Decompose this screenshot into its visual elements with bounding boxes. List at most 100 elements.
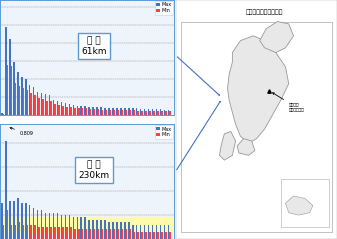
Bar [98, 229, 99, 239]
Bar [21, 203, 23, 239]
Text: 線枚内は、通常の範囲: 線枚内は、通常の範囲 [246, 10, 283, 15]
Bar [116, 108, 118, 115]
Bar [165, 111, 167, 115]
Bar [13, 62, 14, 115]
Bar [0, 217, 174, 232]
Bar [129, 229, 131, 239]
Bar [74, 108, 75, 115]
Bar [160, 109, 161, 115]
Bar [70, 227, 71, 239]
Bar [142, 111, 143, 115]
Bar [156, 225, 157, 239]
Bar [114, 229, 115, 239]
Bar [102, 109, 103, 115]
Bar [140, 109, 142, 115]
Bar [74, 229, 75, 239]
Bar [3, 114, 4, 115]
Bar [81, 106, 82, 115]
Bar [114, 110, 115, 115]
Bar [72, 217, 74, 239]
Polygon shape [219, 131, 236, 160]
Bar [27, 90, 28, 115]
Bar [144, 225, 145, 239]
Bar [104, 108, 106, 115]
Bar [7, 65, 8, 115]
Bar [86, 229, 88, 239]
Bar [96, 220, 98, 239]
Bar [58, 227, 60, 239]
Bar [137, 111, 139, 115]
Bar [102, 229, 103, 239]
Bar [72, 105, 74, 115]
Bar [90, 109, 91, 115]
Bar [106, 109, 107, 115]
Text: 0.809: 0.809 [10, 127, 34, 136]
Bar [21, 77, 23, 115]
Bar [133, 232, 135, 239]
Text: 東 京
230km: 東 京 230km [79, 160, 110, 180]
Bar [78, 229, 80, 239]
Bar [142, 232, 143, 239]
Bar [108, 108, 110, 115]
Bar [98, 109, 99, 115]
Bar [11, 66, 12, 115]
Bar [41, 93, 42, 115]
Bar [37, 210, 38, 239]
Bar [128, 222, 129, 239]
Polygon shape [237, 139, 255, 155]
Bar [136, 225, 137, 239]
Bar [152, 225, 153, 239]
Bar [118, 110, 119, 115]
Bar [17, 198, 19, 239]
Bar [168, 109, 169, 115]
Bar [161, 232, 163, 239]
Bar [78, 108, 80, 115]
Polygon shape [227, 36, 289, 143]
Text: 福 島
61km: 福 島 61km [82, 36, 107, 56]
Bar [118, 229, 119, 239]
Bar [110, 110, 111, 115]
Bar [122, 110, 123, 115]
Bar [50, 227, 52, 239]
Legend: Max, Min: Max, Min [155, 125, 174, 139]
Bar [9, 39, 11, 115]
Bar [129, 110, 131, 115]
Bar [144, 109, 145, 115]
Bar [62, 106, 64, 115]
Legend: Max, Min: Max, Min [155, 1, 174, 15]
Bar [126, 229, 127, 239]
Bar [96, 107, 98, 115]
Bar [82, 109, 84, 115]
Bar [57, 101, 58, 115]
Bar [108, 222, 110, 239]
Bar [124, 108, 126, 115]
Bar [23, 225, 24, 239]
Bar [137, 232, 139, 239]
Bar [104, 220, 106, 239]
Bar [45, 94, 46, 115]
Bar [14, 225, 16, 239]
Bar [37, 92, 38, 115]
Bar [94, 229, 95, 239]
Bar [153, 111, 155, 115]
Bar [116, 222, 118, 239]
Bar [29, 206, 30, 239]
Bar [38, 227, 40, 239]
Bar [53, 213, 54, 239]
Bar [49, 213, 50, 239]
Bar [61, 102, 62, 115]
FancyBboxPatch shape [281, 179, 329, 227]
Bar [149, 111, 151, 115]
Bar [69, 215, 70, 239]
Bar [86, 109, 88, 115]
Bar [38, 98, 40, 115]
Bar [133, 110, 135, 115]
Bar [54, 227, 56, 239]
Bar [5, 141, 7, 239]
Bar [160, 225, 161, 239]
Polygon shape [285, 196, 313, 215]
Bar [34, 95, 36, 115]
Bar [106, 229, 107, 239]
Bar [88, 107, 90, 115]
Bar [30, 93, 32, 115]
